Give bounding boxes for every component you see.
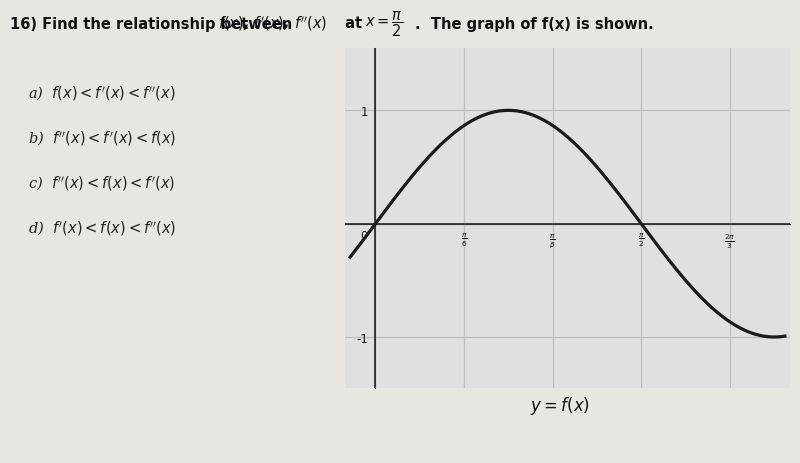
Text: 0: 0 [360,231,367,241]
Text: $f(x)$, $f'(x)$, $f''(x)$: $f(x)$, $f'(x)$, $f''(x)$ [218,15,327,33]
Text: $y = f(x)$: $y = f(x)$ [530,394,590,416]
Text: d)  $f'(x) < f(x) < f''(x)$: d) $f'(x) < f(x) < f''(x)$ [28,219,176,238]
Text: b)  $f''(x) < f'(x) < f(x)$: b) $f''(x) < f'(x) < f(x)$ [28,130,176,148]
Text: c)  $f''(x) < f(x) < f'(x)$: c) $f''(x) < f(x) < f'(x)$ [28,175,175,193]
Text: $x = \dfrac{\pi}{2}$: $x = \dfrac{\pi}{2}$ [365,9,403,39]
Text: .  The graph of f(x) is shown.: . The graph of f(x) is shown. [415,17,654,31]
Text: at: at [340,17,367,31]
Text: 16) Find the relationship between: 16) Find the relationship between [10,17,298,31]
Text: a)  $f(x) < f'(x) < f''(x)$: a) $f(x) < f'(x) < f''(x)$ [28,85,175,103]
